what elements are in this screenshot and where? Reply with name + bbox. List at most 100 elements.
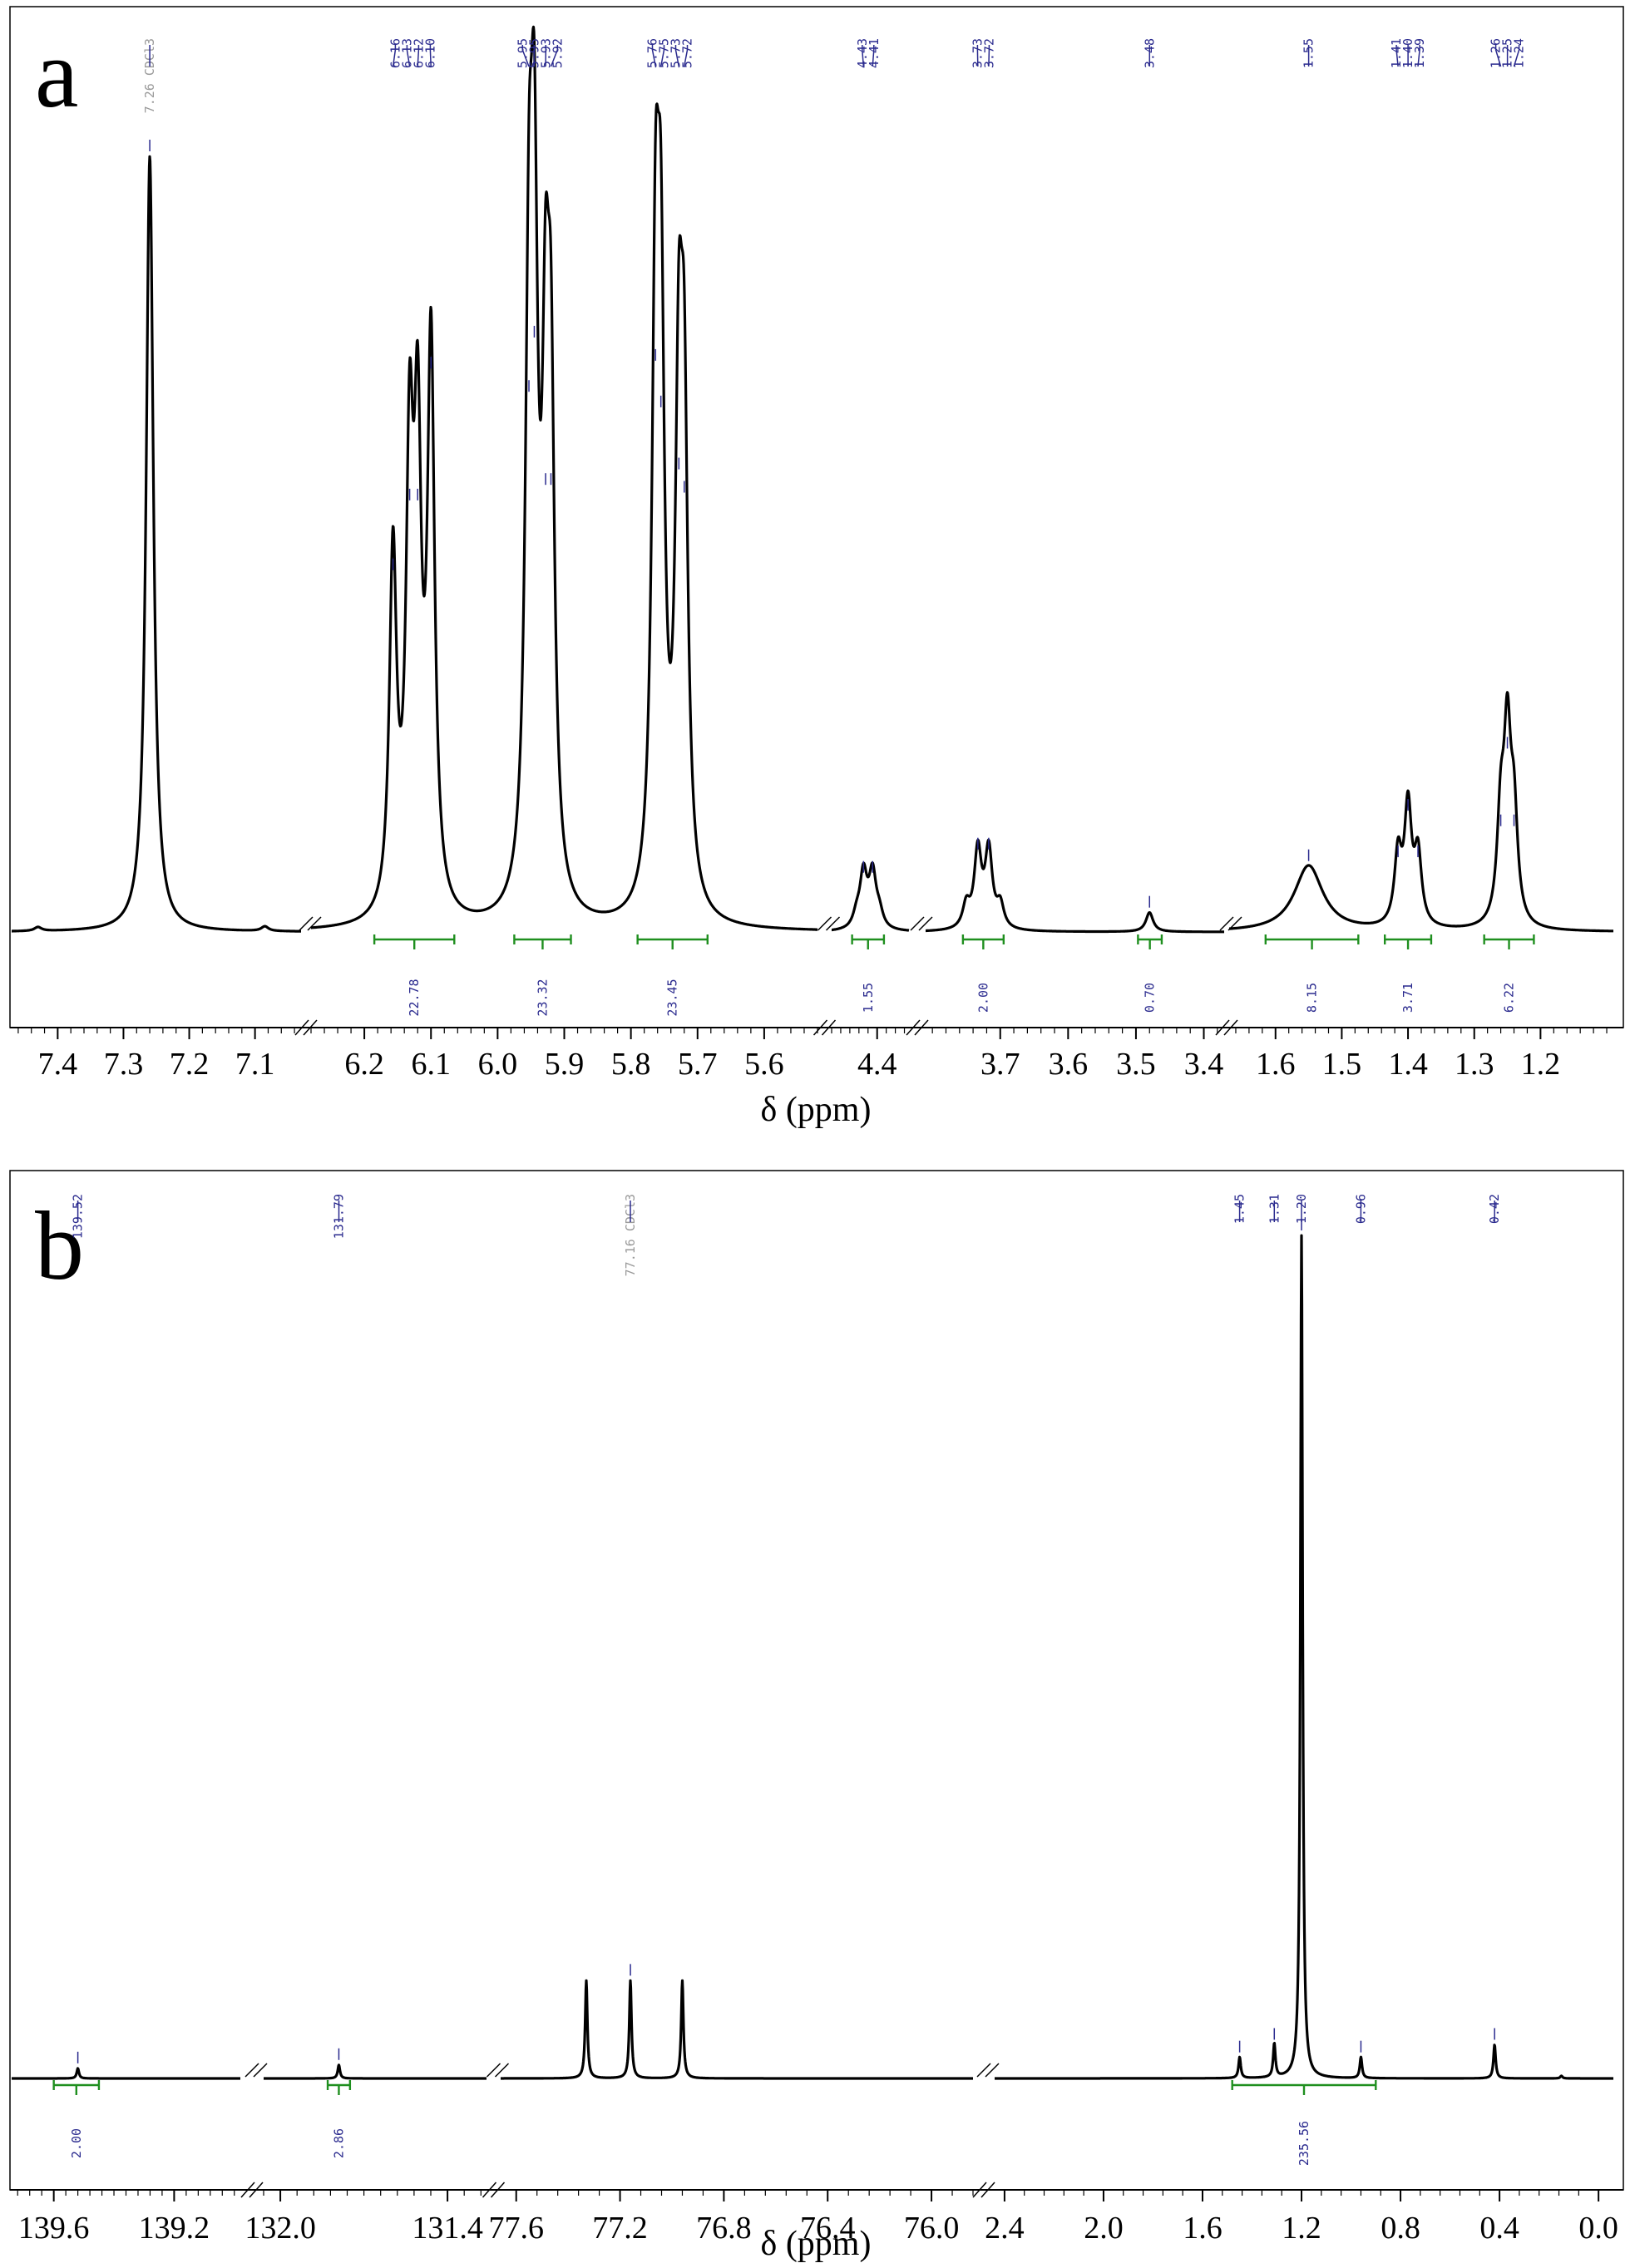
panel-a-peak-labels: 7.26 CDCl3 6.166.136.126.10 5.955.955.935.… (142, 38, 1527, 908)
panel-a-letter: a (35, 19, 78, 128)
spectrum-trace-segment (10, 155, 303, 933)
axis-break-mark (294, 1019, 309, 1036)
x-tick-label: 76.4 (800, 2211, 856, 2246)
x-tick-label: 2.0 (1084, 2211, 1124, 2246)
panel-b-letter: b (35, 1191, 84, 1300)
peak-label: 5.76 (645, 38, 660, 68)
x-tick-label: 6.0 (478, 1047, 518, 1082)
panel-a-x-axis: 7.4 7.3 7.2 7.1 6.2 6.1 6.0 5.9 5.8 5.7 5.6 4.4 3.7 3… (10, 916, 1623, 1082)
x-tick-label: 0.4 (1479, 2211, 1519, 2246)
peak-label: 5.72 (680, 38, 695, 68)
axis-break-mark (240, 2182, 255, 2198)
x-tick-label: 7.1 (235, 1047, 275, 1082)
integral-value: 2.00 (69, 2128, 84, 2158)
peak-label: 5.73 (669, 38, 684, 68)
x-tick-label: 77.6 (488, 2211, 544, 2246)
peak-label: 5.75 (657, 38, 672, 68)
x-tick-label: 7.4 (38, 1047, 78, 1082)
axis-break-mark (813, 1019, 828, 1036)
x-tick-label: 3.6 (1049, 1047, 1089, 1082)
spectrum-trace-segment (924, 838, 1226, 934)
x-tick-label: 5.9 (545, 1047, 585, 1082)
peak-label-connector (674, 45, 680, 67)
baseline-break-mark (307, 916, 322, 931)
baseline-break-mark (494, 2063, 510, 2078)
peak-label-connector (659, 45, 665, 67)
x-tick-label: 139.6 (18, 2211, 90, 2246)
peak-label-connector (406, 45, 411, 67)
x-tick-label: 3.5 (1116, 1047, 1156, 1082)
peak-label: 7.26 CDCl3 (142, 38, 157, 113)
axis-break-mark (1223, 1019, 1238, 1036)
spectrum-trace-segment (10, 2067, 242, 2080)
spectrum-trace-segment (499, 1979, 975, 2080)
baseline-break-mark (976, 2063, 991, 2078)
panel-b-x-axis-label: δ (ppm) (761, 2225, 872, 2263)
panel-b-integrals: 2.00 2.86 235.56 (52, 2080, 1377, 2166)
peak-label-connector (683, 45, 689, 67)
axis-break-mark (1215, 1019, 1230, 1036)
peak-label: 77.16 CDCl3 (623, 1194, 638, 1276)
peak-label-connector (651, 45, 657, 67)
panel-a-integrals: 22.78 23.32 23.45 1.55 2.00 0.70 8.15 3.71 6.22 (373, 934, 1535, 1017)
peak-label-connector (862, 45, 865, 67)
x-tick-label: 132.0 (244, 2211, 316, 2246)
x-tick-label: 5.8 (611, 1047, 651, 1082)
baseline-break-mark (817, 916, 832, 931)
baseline-break-mark (486, 2063, 501, 2078)
x-tick-label: 4.4 (857, 1047, 897, 1082)
axis-break-mark (821, 1019, 837, 1036)
baseline-break-mark (1219, 916, 1234, 931)
x-tick-label: 1.6 (1256, 1047, 1296, 1082)
peak-label-connector (429, 45, 432, 67)
peak-label-connector (417, 45, 420, 67)
x-tick-label: 139.2 (139, 2211, 210, 2246)
axis-break-mark (249, 2182, 264, 2198)
panel-a-x-axis-label: δ (ppm) (761, 1091, 872, 1129)
x-tick-label: 3.7 (980, 1047, 1020, 1082)
x-tick-label: 1.5 (1322, 1047, 1362, 1082)
integral-value: 2.00 (976, 983, 990, 1013)
integral-value: 22.78 (407, 979, 422, 1016)
baseline-break-mark (253, 2063, 268, 2078)
axis-break-mark (972, 2182, 987, 2198)
baseline-break-mark (244, 2063, 259, 2078)
peak-label-connector (521, 45, 530, 67)
x-tick-label: 77.2 (592, 2211, 648, 2246)
panel-b-x-axis: 139.6 139.2 132.0 131.4 77.6 77.2 76.8 76.4 76.0… (10, 2063, 1623, 2246)
x-tick-label: 131.4 (412, 2211, 483, 2246)
integral-value: 3.71 (1400, 983, 1415, 1013)
x-tick-label: 7.3 (104, 1047, 144, 1082)
x-tick-label: 2.4 (985, 2211, 1025, 2246)
axis-break-mark (490, 2182, 506, 2198)
x-tick-label: 1.3 (1455, 1047, 1494, 1082)
peak-label-connector (1513, 45, 1520, 67)
x-tick-label: 6.2 (344, 1047, 384, 1082)
panel-b-spectrum (10, 1234, 1615, 2080)
baseline-break-mark (910, 916, 925, 931)
x-tick-label: 5.6 (744, 1047, 784, 1082)
integral-value: 235.56 (1297, 2121, 1311, 2166)
baseline-break-mark (985, 2063, 1000, 2078)
integral-value: 23.32 (536, 979, 551, 1016)
baseline-break-mark (1227, 916, 1242, 931)
integral-value: 6.22 (1502, 983, 1517, 1013)
baseline-break-mark (918, 916, 933, 931)
peak-label-connector (988, 45, 990, 67)
x-tick-label: 1.2 (1521, 1047, 1561, 1082)
baseline-break-mark (299, 916, 314, 931)
peak-label: 1.24 (1512, 38, 1527, 68)
panel-a-chart: a 22.78 23.32 23.45 1.55 2.00 0.70 8.15 3.71 6.2… (9, 6, 1624, 1129)
x-tick-label: 1.4 (1388, 1047, 1428, 1082)
x-tick-label: 76.8 (696, 2211, 752, 2246)
axis-break-mark (914, 1019, 929, 1036)
axis-break-mark (482, 2182, 497, 2198)
spectrum-trace-segment (1227, 691, 1615, 933)
spectrum-trace-segment (262, 2063, 488, 2080)
x-tick-label: 6.1 (411, 1047, 451, 1082)
x-tick-label: 0.8 (1381, 2211, 1420, 2246)
x-tick-label: 5.7 (678, 1047, 718, 1082)
panel-a-spectrum (10, 25, 1615, 934)
spectrum-trace-segment (993, 1234, 1615, 2080)
peak-label-connector (1494, 45, 1502, 67)
